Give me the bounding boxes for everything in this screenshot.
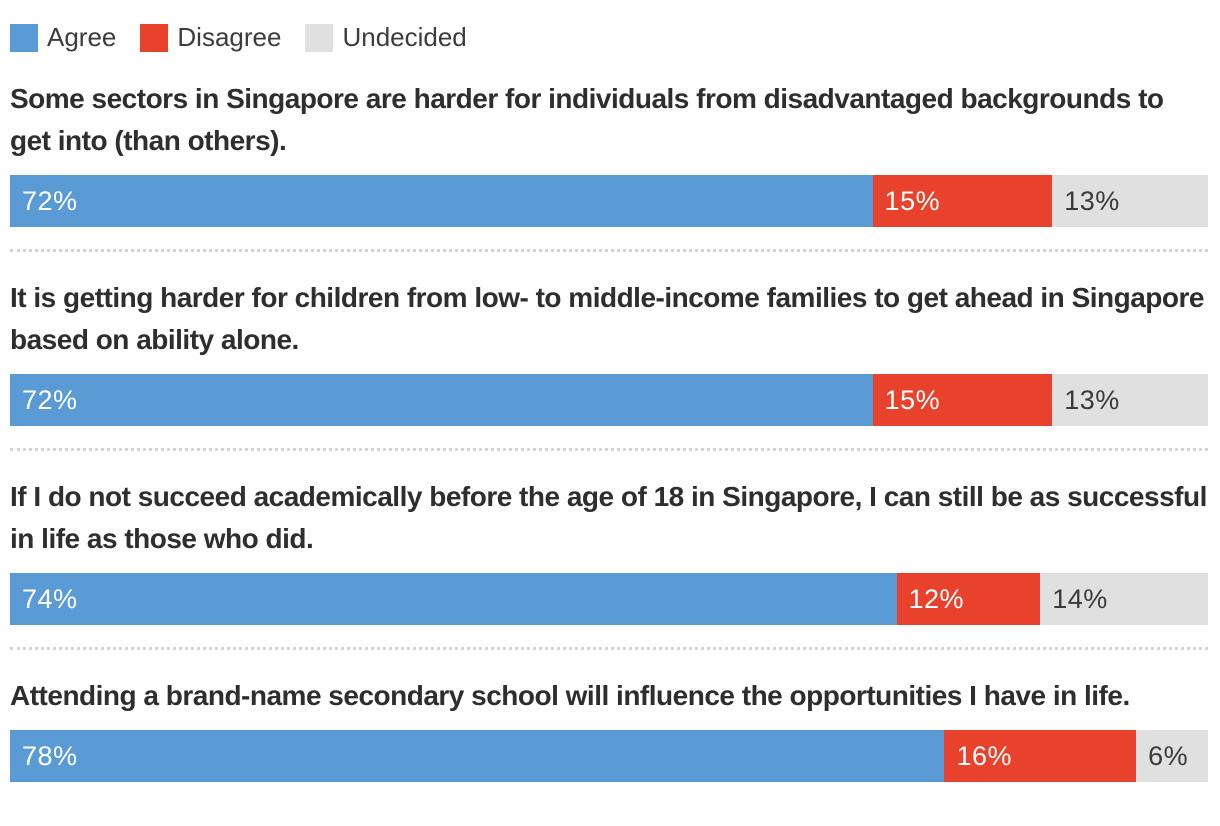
- disagree-value-label: 12%: [908, 583, 965, 614]
- agree-segment: 74%: [10, 573, 897, 625]
- disagree-value-label: 15%: [884, 185, 941, 216]
- statement-text: It is getting harder for children from l…: [10, 282, 1204, 355]
- disagree-segment: 16%: [944, 730, 1137, 782]
- agree-value-label: 72%: [22, 185, 78, 216]
- legend-item-agree: Agree: [10, 22, 116, 53]
- bar-chart: Some sectors in Singapore are harder for…: [10, 78, 1208, 782]
- legend-item-disagree: Disagree: [140, 22, 281, 53]
- statement-text: If I do not succeed academically before …: [10, 481, 1207, 554]
- legend-label-agree: Agree: [47, 22, 117, 52]
- agree-segment: 78%: [10, 730, 945, 782]
- stacked-bar: 78% 16% 6%: [10, 730, 1208, 782]
- disagree-segment: 15%: [872, 374, 1053, 426]
- undecided-segment: 13%: [1052, 175, 1208, 227]
- stacked-bar: 74% 12% 14%: [10, 573, 1208, 625]
- agree-swatch-icon: [10, 23, 38, 52]
- survey-statement-row: Attending a brand-name secondary school …: [10, 675, 1208, 782]
- undecided-segment: 14%: [1040, 573, 1208, 625]
- disagree-value-label: 15%: [884, 384, 941, 415]
- dotted-separator: [10, 448, 1208, 451]
- disagree-segment: 12%: [896, 573, 1041, 625]
- legend: Agree Disagree Undecided: [10, 22, 1208, 53]
- legend-label-undecided: Undecided: [342, 22, 467, 52]
- statement-text: Some sectors in Singapore are harder for…: [10, 83, 1164, 156]
- undecided-value-label: 13%: [1064, 384, 1120, 415]
- survey-statement-row: Some sectors in Singapore are harder for…: [10, 78, 1208, 252]
- disagree-segment: 15%: [872, 175, 1053, 227]
- agree-value-label: 78%: [22, 740, 78, 771]
- survey-statement-row: If I do not succeed academically before …: [10, 476, 1208, 650]
- dotted-separator: [10, 647, 1208, 650]
- stacked-bar: 72% 15% 13%: [10, 175, 1208, 227]
- disagree-swatch-icon: [140, 23, 169, 52]
- undecided-value-label: 13%: [1064, 185, 1120, 216]
- dotted-separator: [10, 249, 1208, 252]
- survey-statement-row: It is getting harder for children from l…: [10, 277, 1208, 451]
- legend-item-undecided: Undecided: [305, 22, 467, 53]
- undecided-value-label: 6%: [1148, 740, 1189, 771]
- undecided-segment: 6%: [1136, 730, 1208, 782]
- stacked-bar: 72% 15% 13%: [10, 374, 1208, 426]
- undecided-value-label: 14%: [1052, 583, 1108, 614]
- agree-value-label: 72%: [22, 384, 78, 415]
- undecided-segment: 13%: [1052, 374, 1208, 426]
- agree-value-label: 74%: [22, 583, 78, 614]
- legend-label-disagree: Disagree: [177, 22, 282, 52]
- agree-segment: 72%: [10, 374, 873, 426]
- agree-segment: 72%: [10, 175, 873, 227]
- undecided-swatch-icon: [305, 23, 334, 52]
- disagree-value-label: 16%: [956, 740, 1012, 771]
- survey-chart-page: { "chart_data": { "type": "bar", "orient…: [0, 22, 1220, 826]
- statement-text: Attending a brand-name secondary school …: [10, 680, 1130, 711]
